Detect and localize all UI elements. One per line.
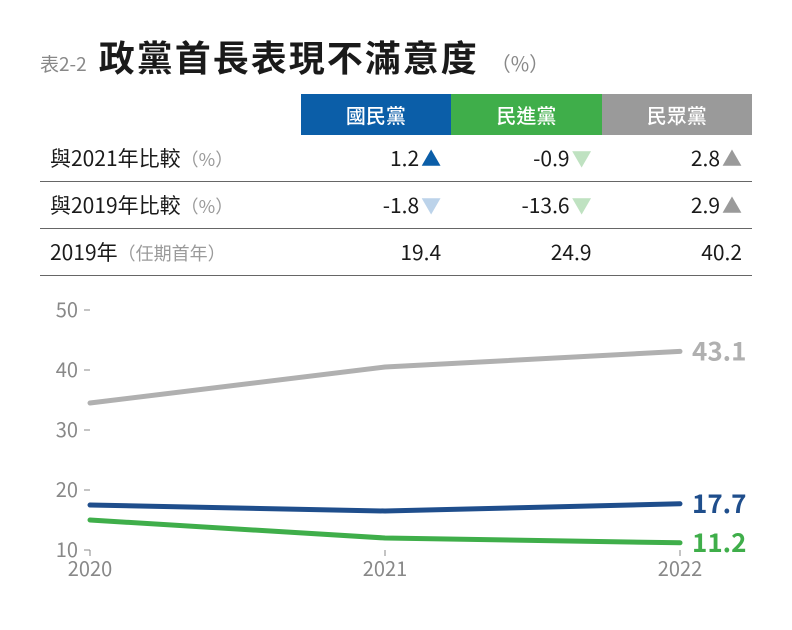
main-title: 政黨首長表現不滿意度 [99, 30, 479, 82]
table-row: 與2019年比較（%）-1.8▼-13.6▼2.9▲ [40, 182, 752, 229]
table-cell: -1.8▼ [301, 182, 451, 229]
table-row: 2019年（任期首年）19.424.940.2 [40, 229, 752, 276]
line-chart: 102030405020202021202243.117.711.2 [40, 300, 752, 580]
table-cell: -0.9▼ [451, 135, 601, 182]
chart-title-row: 表2-2 政黨首長表現不滿意度 （%） [40, 30, 752, 82]
comparison-table: 國民黨民進黨民眾黨 與2021年比較（%）1.2▲-0.9▼2.8▲與2019年… [40, 94, 752, 276]
table-cell: 40.2 [602, 229, 752, 276]
svg-text:20: 20 [56, 474, 78, 503]
column-header: 國民黨 [301, 94, 451, 135]
title-unit: （%） [491, 48, 549, 77]
table-cell: -13.6▼ [451, 182, 601, 229]
svg-text:50: 50 [56, 300, 78, 323]
column-header: 民進黨 [451, 94, 601, 135]
svg-text:40: 40 [56, 354, 78, 383]
table-cell: 19.4 [301, 229, 451, 276]
header-spacer [40, 94, 301, 135]
table-row: 與2021年比較（%）1.2▲-0.9▼2.8▲ [40, 135, 752, 182]
table-cell: 24.9 [451, 229, 601, 276]
table-cell: 2.8▲ [602, 135, 752, 182]
table-number: 表2-2 [40, 50, 87, 77]
svg-text:2021: 2021 [363, 553, 407, 580]
table-cell: 1.2▲ [301, 135, 451, 182]
svg-text:11.2: 11.2 [692, 523, 746, 560]
svg-text:30: 30 [56, 414, 78, 443]
row-label: 2019年（任期首年） [40, 229, 301, 276]
column-header: 民眾黨 [602, 94, 752, 135]
svg-text:43.1: 43.1 [692, 331, 746, 368]
table-cell: 2.9▲ [602, 182, 752, 229]
svg-text:17.7: 17.7 [692, 484, 746, 521]
svg-text:2020: 2020 [68, 553, 112, 580]
row-label: 與2019年比較（%） [40, 182, 301, 229]
row-label: 與2021年比較（%） [40, 135, 301, 182]
